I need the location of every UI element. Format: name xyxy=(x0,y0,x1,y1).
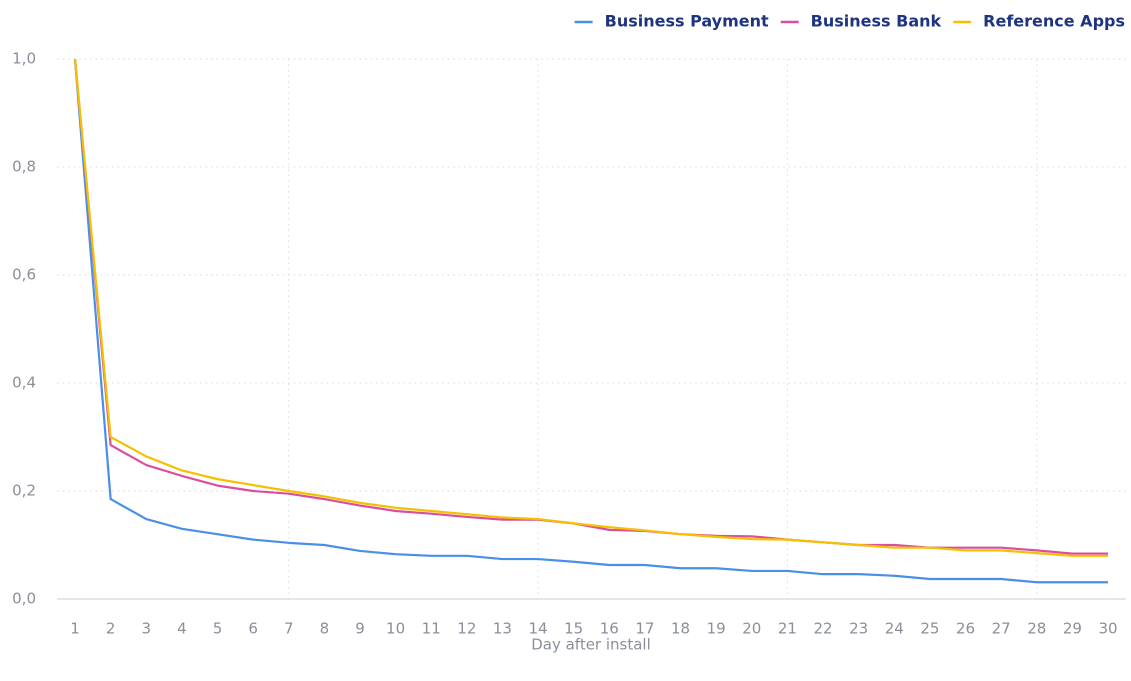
x-tick-label: 30 xyxy=(1098,620,1117,638)
y-tick-label: 0,4 xyxy=(12,374,36,392)
x-tick-label: 27 xyxy=(992,620,1011,638)
x-tick-label: 3 xyxy=(141,620,151,638)
x-tick-label: 17 xyxy=(635,620,654,638)
x-tick-label: 4 xyxy=(177,620,187,638)
y-tick-label: 0,0 xyxy=(12,590,36,608)
x-tick-label: 10 xyxy=(386,620,405,638)
x-tick-label: 15 xyxy=(564,620,583,638)
legend-label: Business Payment xyxy=(605,12,769,31)
x-tick-label: 6 xyxy=(248,620,258,638)
x-tick-label: 12 xyxy=(457,620,476,638)
x-tick-label: 8 xyxy=(320,620,330,638)
x-tick-label: 29 xyxy=(1063,620,1082,638)
x-axis-label: Day after install xyxy=(531,636,651,654)
y-tick-label: 0,8 xyxy=(12,158,36,176)
x-tick-label: 21 xyxy=(778,620,797,638)
y-tick-label: 1,0 xyxy=(12,50,36,68)
series-line xyxy=(73,58,1108,555)
x-tick-label: 1 xyxy=(70,620,80,638)
x-tick-label: 11 xyxy=(422,620,441,638)
legend-label: Reference Apps xyxy=(983,12,1125,31)
x-tick-label: 16 xyxy=(600,620,619,638)
x-tick-label: 13 xyxy=(493,620,512,638)
legend-label: Business Bank xyxy=(811,12,942,31)
x-tick-label: 28 xyxy=(1027,620,1046,638)
x-tick-label: 14 xyxy=(529,620,548,638)
series-line xyxy=(73,58,1108,557)
series-line xyxy=(73,58,1108,584)
y-tick-label: 0,2 xyxy=(12,482,36,500)
x-tick-label: 9 xyxy=(355,620,365,638)
x-tick-label: 25 xyxy=(920,620,939,638)
x-tick-label: 22 xyxy=(813,620,832,638)
x-tick-label: 26 xyxy=(956,620,975,638)
x-tick-label: 23 xyxy=(849,620,868,638)
x-tick-label: 2 xyxy=(106,620,116,638)
y-tick-label: 0,6 xyxy=(12,266,36,284)
x-tick-label: 24 xyxy=(885,620,904,638)
x-tick-label: 19 xyxy=(707,620,726,638)
x-tick-label: 5 xyxy=(213,620,223,638)
x-tick-label: 20 xyxy=(742,620,761,638)
x-tick-label: 18 xyxy=(671,620,690,638)
x-tick-label: 7 xyxy=(284,620,294,638)
